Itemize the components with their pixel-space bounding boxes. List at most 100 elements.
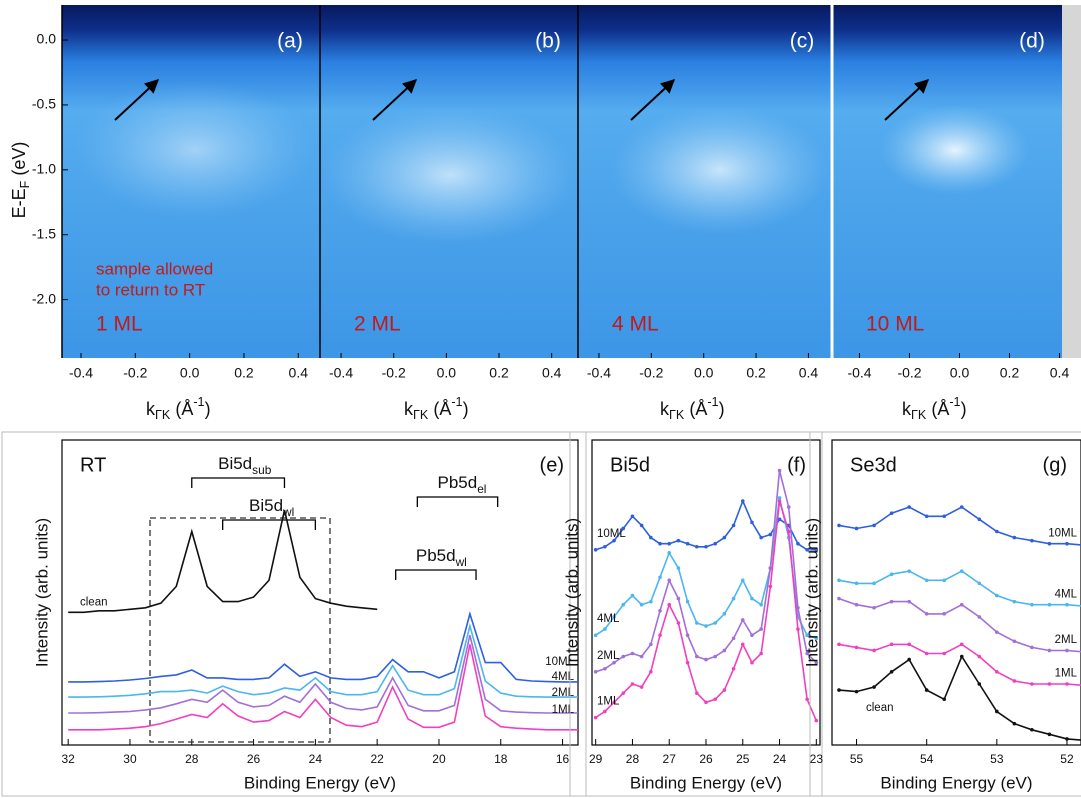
- panel-label: (g): [1043, 454, 1067, 476]
- data-point: [814, 548, 819, 552]
- data-point: [740, 578, 745, 583]
- data-point: [639, 654, 644, 659]
- thickness-label: 2 ML: [354, 313, 401, 336]
- data-point: [630, 514, 635, 519]
- y-tick-label: 0.0: [37, 31, 57, 47]
- series-label: 10ML: [1048, 527, 1077, 539]
- data-point: [713, 697, 717, 702]
- panel-border: [809, 431, 1081, 797]
- data-point: [837, 688, 841, 692]
- spectrum-line: [595, 497, 817, 640]
- data-point: [1030, 602, 1034, 607]
- series-label: 1ML: [552, 704, 575, 716]
- data-point: [995, 630, 999, 634]
- plot-frame: [831, 439, 1081, 746]
- x-tick-label: 0.2: [746, 365, 766, 381]
- data-point: [924, 578, 929, 583]
- y-axis-label-part: E-E: [9, 188, 29, 218]
- edge-strip: [1062, 5, 1081, 358]
- data-point: [1012, 679, 1017, 683]
- x-tick-label: -0.2: [897, 365, 921, 381]
- x-axis-label: kΓK (Å-1): [146, 395, 211, 422]
- x-tick-label: 18: [494, 752, 508, 766]
- x-tick-label: 52: [1060, 752, 1074, 766]
- data-point: [713, 654, 717, 659]
- data-point: [750, 596, 754, 601]
- data-point: [805, 697, 809, 702]
- spectrum-line: [838, 654, 1081, 741]
- data-point: [777, 468, 782, 473]
- data-point: [959, 642, 964, 647]
- x-tick-label: -0.2: [639, 365, 663, 381]
- data-point: [649, 535, 653, 540]
- data-point: [995, 593, 999, 598]
- data-point: [805, 651, 809, 656]
- data-point: [1012, 535, 1017, 540]
- panel-label: (e): [540, 454, 564, 476]
- data-point: [750, 520, 754, 525]
- x-axis-label-part: ): [719, 399, 725, 419]
- peak-annotation: Bi5dsub: [218, 454, 272, 477]
- data-point: [924, 651, 929, 656]
- data-point: [959, 505, 964, 509]
- series-label: 1ML: [597, 696, 620, 708]
- data-point: [658, 541, 662, 546]
- panel-title: Bi5d: [610, 454, 650, 476]
- data-point: [685, 660, 690, 665]
- x-tick-label: 53: [990, 752, 1004, 766]
- data-point: [658, 609, 662, 613]
- data-point: [740, 618, 745, 622]
- data-point: [685, 599, 690, 604]
- data-point: [639, 523, 644, 528]
- x-tick-label: 54: [920, 752, 934, 766]
- peak-annotation-part: Bi5d: [249, 496, 283, 515]
- spectrum-line: [68, 611, 578, 683]
- data-point: [593, 633, 598, 637]
- data-point: [907, 505, 911, 509]
- data-point: [959, 602, 964, 607]
- highlight-box: [149, 517, 331, 743]
- band-feature: [880, 105, 1030, 195]
- data-point: [1065, 682, 1069, 686]
- x-axis-label: kΓK (Å-1): [404, 395, 469, 422]
- x-tick-label: 0.0: [950, 365, 970, 381]
- data-point: [740, 642, 745, 647]
- y-axis-label: Intensity (arb. units): [802, 518, 821, 667]
- data-point: [649, 642, 653, 647]
- data-point: [667, 541, 672, 546]
- data-point: [977, 615, 982, 619]
- plot-frame: [61, 439, 579, 746]
- data-point: [854, 645, 859, 650]
- series-label: 2ML: [552, 687, 575, 699]
- data-point: [658, 633, 662, 637]
- data-point: [722, 648, 727, 653]
- data-point: [621, 654, 626, 659]
- data-point: [872, 581, 876, 586]
- panel-label: (a): [277, 30, 303, 53]
- band-feature: [75, 80, 315, 220]
- panel-label: (d): [1019, 30, 1045, 53]
- data-point: [768, 584, 773, 589]
- arrow: [630, 79, 676, 121]
- arrow: [884, 79, 930, 121]
- bracket: [416, 496, 499, 507]
- x-axis-label-part: k: [660, 399, 670, 419]
- series-label: 2ML: [1055, 634, 1078, 646]
- data-point: [722, 612, 727, 616]
- data-point: [639, 602, 644, 607]
- data-point: [814, 660, 819, 665]
- data-point: [1047, 682, 1052, 686]
- data-point: [907, 569, 911, 573]
- data-point: [704, 544, 708, 549]
- data-point: [603, 544, 607, 549]
- x-tick-label: 55: [850, 752, 864, 766]
- x-axis-label-part: (Å: [684, 399, 707, 419]
- x-axis-label-part: ΓK: [413, 408, 429, 422]
- data-point: [695, 621, 699, 625]
- x-axis-label-part: ): [205, 399, 211, 419]
- data-point: [630, 682, 635, 686]
- data-point: [731, 666, 736, 671]
- data-point: [593, 548, 598, 552]
- x-tick-label: 0.2: [489, 365, 509, 381]
- peak-annotation-part: Pb5d: [437, 473, 477, 492]
